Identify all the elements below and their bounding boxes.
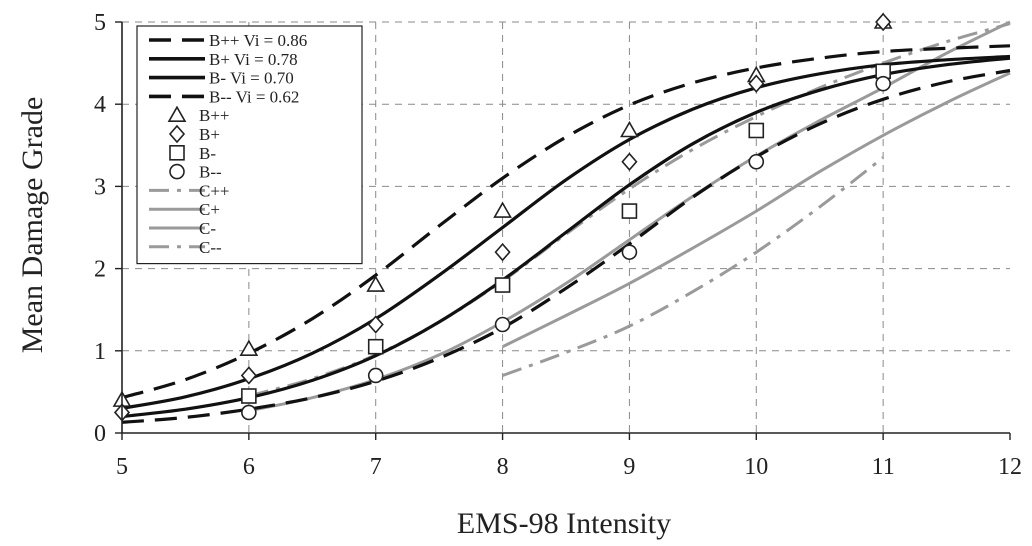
data-point-circle [367, 367, 384, 384]
data-point-square [621, 203, 638, 219]
x-tick-label: 9 [623, 454, 635, 480]
legend-box [136, 25, 363, 265]
legend-label: C++ [199, 181, 230, 200]
data-point-diamond [875, 12, 892, 32]
legend-item: B++ [167, 105, 230, 125]
legend-label: C-- [199, 238, 222, 257]
legend-marker-diamond [168, 124, 186, 144]
y-tick-label: 1 [94, 339, 106, 365]
legend-item: C+ [149, 200, 220, 219]
data-point-triangle [366, 275, 386, 292]
y-tick-label: 4 [94, 92, 106, 118]
y-tick-label: 0 [94, 421, 106, 447]
legend-marker-triangle [167, 105, 187, 122]
legend-item: B-- Vi = 0.62 [149, 87, 299, 106]
legend-label: B- [199, 144, 216, 163]
data-point-circle [875, 75, 891, 92]
data-point-diamond [240, 366, 257, 385]
data-point-square [241, 388, 257, 404]
legend-item: B+ Vi = 0.78 [149, 50, 298, 69]
legend-label: B+ [199, 125, 220, 144]
legend-item: C-- [149, 238, 222, 257]
data-point-square [748, 122, 765, 139]
y-tick-label: 3 [94, 174, 106, 200]
legend-item: B+ [168, 124, 220, 144]
x-tick-label: 5 [116, 454, 128, 480]
markers [112, 12, 893, 422]
y-tick-label: 5 [94, 10, 106, 36]
legend-marker-circle [169, 163, 185, 180]
legend-item: B-- [169, 163, 222, 182]
legend-label: B++ [199, 106, 230, 125]
data-point-circle [494, 316, 511, 333]
x-tick-label: 12 [998, 454, 1022, 480]
legend-label: C+ [199, 200, 220, 219]
data-point-diamond [748, 74, 765, 93]
data-point-diamond [621, 152, 638, 171]
data-point-triangle [239, 339, 259, 356]
data-point-diamond [494, 242, 511, 262]
x-tick-label: 10 [744, 454, 768, 480]
data-point-circle [241, 404, 257, 421]
x-tick-label: 11 [872, 454, 895, 480]
series-line-b-vi-0-62 [121, 68, 1011, 424]
x-tick-label: 6 [243, 454, 255, 480]
legend-marker-square [169, 145, 185, 161]
series-line-b-vi-0-70 [121, 56, 1011, 419]
legend-label: B-- [199, 163, 222, 182]
data-point-square [367, 338, 384, 355]
legend-item: B- [169, 144, 216, 163]
axes [115, 21, 1011, 440]
series-line-b-vi-0-86 [121, 44, 1011, 400]
series-line-c- [501, 71, 1011, 349]
legend-label: B-- Vi = 0.62 [209, 87, 299, 106]
legend-item: B- Vi = 0.70 [149, 69, 294, 88]
legend-item: C++ [149, 181, 230, 200]
legend: B++ Vi = 0.86B+ Vi = 0.78B- Vi = 0.70B--… [136, 25, 363, 265]
x-tick-label: 8 [497, 454, 509, 480]
y-axis-title: Mean Damage Grade [16, 97, 49, 354]
legend-label: B+ Vi = 0.78 [209, 50, 298, 69]
data-point-triangle [493, 201, 512, 218]
data-point-circle [748, 153, 765, 170]
series-line-b-vi-0-78 [121, 54, 1011, 410]
data-point-circle [621, 244, 638, 260]
y-tick-label: 2 [94, 257, 106, 283]
data-point-triangle [620, 120, 639, 138]
x-tick-label: 7 [370, 454, 382, 480]
legend-label: B++ Vi = 0.86 [209, 31, 307, 50]
legend-label: C- [199, 219, 216, 238]
legend-label: B- Vi = 0.70 [209, 69, 294, 88]
x-axis-title: EMS-98 Intensity [457, 507, 671, 540]
legend-item: C- [149, 219, 216, 238]
series-line-c- [502, 156, 885, 377]
data-point-diamond [367, 315, 384, 334]
legend-item: B++ Vi = 0.86 [149, 31, 307, 50]
data-point-square [494, 277, 511, 293]
